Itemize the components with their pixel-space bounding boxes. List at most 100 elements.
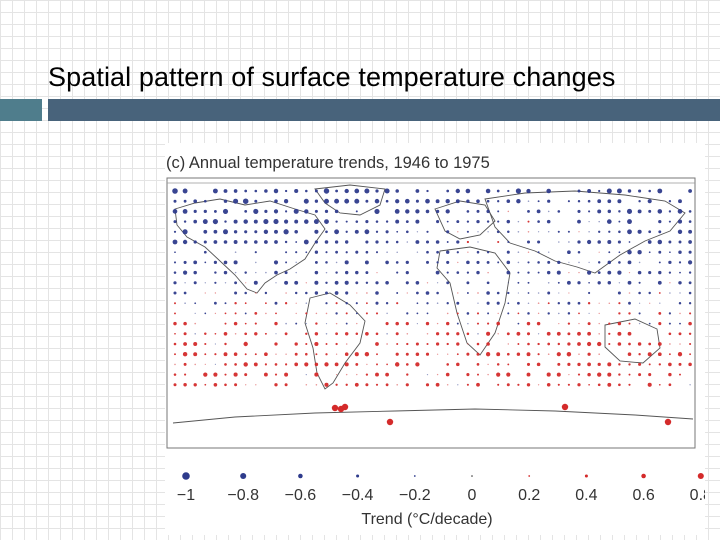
trend-dot	[233, 321, 238, 326]
trend-dot	[405, 352, 409, 356]
trend-dot	[506, 383, 510, 387]
trend-dot	[375, 342, 379, 346]
trend-dot	[234, 251, 237, 254]
trend-dot	[648, 291, 651, 295]
coast-asia	[484, 190, 686, 274]
trend-dot	[425, 321, 430, 326]
trend-dot	[497, 312, 499, 315]
trend-dot	[325, 353, 328, 356]
trend-dot	[233, 352, 238, 356]
trend-dot	[456, 322, 459, 325]
trend-dot	[557, 210, 561, 213]
trend-dot	[658, 292, 661, 294]
trend-dot	[364, 260, 369, 265]
trend-dot	[174, 312, 176, 315]
trend-dot	[658, 312, 662, 315]
trend-dot	[284, 372, 289, 377]
trend-dot	[375, 372, 379, 377]
trend-dot	[436, 322, 439, 325]
trend-dot	[566, 280, 571, 285]
trend-dot	[172, 209, 178, 214]
trend-dot	[658, 363, 661, 366]
trend-dot	[284, 189, 288, 193]
trend-dot	[203, 372, 208, 377]
trend-dot	[324, 382, 329, 387]
trend-dot	[668, 220, 671, 223]
trend-dot	[436, 282, 439, 284]
legend-dot	[298, 473, 303, 479]
trend-dot	[527, 312, 530, 315]
trend-dot	[364, 352, 370, 357]
trend-dot	[305, 342, 308, 346]
trend-dot	[487, 373, 489, 376]
trend-dot	[223, 352, 228, 357]
trend-dot	[537, 231, 540, 233]
trend-dot	[183, 270, 188, 275]
trend-dot	[284, 240, 288, 244]
trend-dot	[527, 292, 530, 294]
trend-dot	[325, 312, 328, 315]
trend-dot	[657, 280, 662, 285]
trend-dot	[588, 281, 590, 284]
trend-dot	[678, 332, 682, 336]
trend-dot	[374, 198, 380, 204]
trend-dot	[415, 219, 420, 224]
trend-dot	[618, 261, 621, 264]
trend-dot	[173, 281, 177, 285]
trend-dot	[546, 219, 551, 224]
trend-dot	[274, 373, 278, 376]
trend-dot	[416, 302, 419, 305]
trend-dot	[295, 261, 297, 264]
trend-dot	[487, 312, 490, 315]
trend-dot	[597, 372, 602, 377]
trend-dot	[233, 240, 238, 244]
accent-bar-left	[0, 99, 42, 121]
legend-tick-label: −0.2	[399, 487, 431, 504]
trend-dot	[416, 291, 419, 295]
trend-dot	[224, 383, 227, 387]
trend-dot	[415, 240, 420, 244]
trend-dot	[617, 240, 621, 244]
trend-dot	[223, 331, 228, 336]
trend-dot	[233, 260, 238, 265]
trend-dot	[466, 332, 470, 336]
trend-dot	[274, 229, 278, 234]
trend-dot	[406, 333, 409, 335]
trend-dot	[597, 240, 601, 244]
trend-dot	[416, 312, 419, 315]
trend-dot	[506, 372, 511, 377]
trend-dot	[365, 373, 369, 376]
trend-dot	[658, 383, 661, 386]
trend-dot	[425, 352, 430, 356]
trend-dot	[517, 230, 520, 233]
trend-dot	[497, 240, 500, 244]
trend-dot	[517, 383, 520, 386]
trend-dot	[254, 353, 257, 356]
trend-dot	[618, 251, 621, 254]
trend-dot	[365, 240, 369, 244]
trend-dot	[557, 302, 560, 305]
trend-dot	[385, 199, 389, 203]
trend-dot	[275, 333, 277, 335]
trend-dot	[345, 291, 349, 295]
trend-dot	[607, 372, 612, 377]
trend-dot	[274, 240, 278, 244]
trend-dot	[597, 281, 601, 285]
trend-dot	[638, 322, 641, 325]
trend-dot	[648, 342, 652, 346]
legend-tick-label: 0.8	[690, 487, 705, 504]
trend-dot	[679, 343, 681, 345]
trend-dot	[598, 230, 601, 233]
trend-dot	[618, 282, 621, 284]
trend-dot	[254, 292, 257, 294]
trend-dot	[222, 208, 229, 214]
trend-dot	[628, 271, 631, 274]
trend-dot	[375, 301, 379, 305]
trend-dot	[294, 219, 299, 224]
trend-dot	[294, 280, 299, 285]
trend-dot	[668, 372, 672, 377]
trend-dot	[204, 353, 207, 356]
trend-dot	[325, 271, 328, 274]
trend-dot	[476, 199, 480, 203]
trend-dot	[395, 199, 400, 204]
